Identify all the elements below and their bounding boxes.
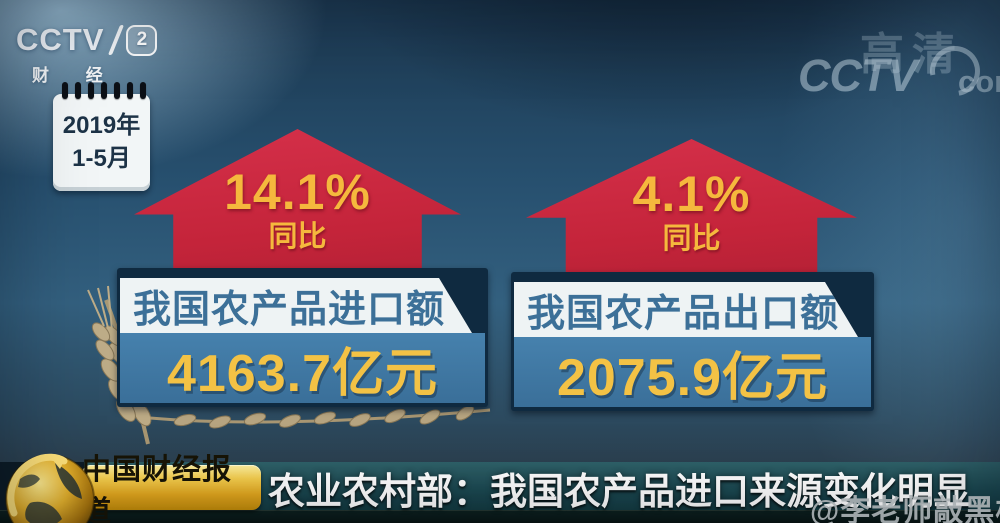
import-stat-box: 我国农产品进口额 4163.7亿元	[117, 268, 488, 407]
export-stat-value: 2075.9亿元	[514, 337, 871, 407]
ring-icon	[114, 82, 120, 99]
import-comparison-label: 同比	[268, 221, 327, 253]
channel-subtitle: 财 经	[32, 66, 119, 85]
ring-icon	[127, 82, 133, 99]
broadcaster-watermark: 高清 CCTV com	[798, 20, 1000, 112]
logo-slash-icon	[108, 25, 125, 55]
import-stat-value: 4163.7亿元	[120, 333, 485, 403]
hd-label: 高清	[860, 30, 964, 79]
watermark-suffix-text: com	[958, 64, 1000, 99]
social-watermark: @李老师敲黑板	[810, 495, 1000, 523]
channel-number-badge: 2	[126, 24, 158, 56]
program-title-badge: 中国财经报道	[82, 454, 261, 523]
calendar-year: 2019年	[62, 112, 141, 140]
import-stat-label: 我国农产品进口额	[120, 278, 485, 333]
banner-bottom-strip	[0, 510, 1000, 523]
ring-icon	[75, 82, 81, 99]
channel-brand-text: CCTV	[16, 22, 105, 57]
export-stat-label: 我国农产品出口额	[514, 282, 871, 337]
ring-icon	[88, 82, 94, 99]
export-growth-percent: 4.1%	[632, 166, 751, 222]
news-ticker-banner: 中国财经报道 农业农村部：我国农产品进口来源变化明显	[0, 454, 1000, 523]
ring-icon	[140, 82, 146, 99]
news-headline: 农业农村部：我国农产品进口来源变化明显	[268, 471, 971, 512]
calendar-months: 1-5月	[72, 144, 131, 172]
wheat-branch-decoration	[150, 405, 491, 429]
globe-icon	[5, 453, 95, 523]
export-stat-box: 我国农产品出口额 2075.9亿元	[511, 272, 874, 411]
import-growth-percent: 14.1%	[224, 164, 371, 220]
calendar-binder-rings	[62, 82, 146, 99]
watermark-brand-text: CCTV	[798, 50, 917, 101]
export-comparison-label: 同比	[662, 223, 721, 255]
channel-logo: CCTV 2 财 经	[16, 22, 158, 86]
calendar-date-card: 2019年 1-5月	[53, 94, 150, 191]
ring-icon	[101, 82, 107, 99]
ring-icon	[62, 82, 68, 99]
